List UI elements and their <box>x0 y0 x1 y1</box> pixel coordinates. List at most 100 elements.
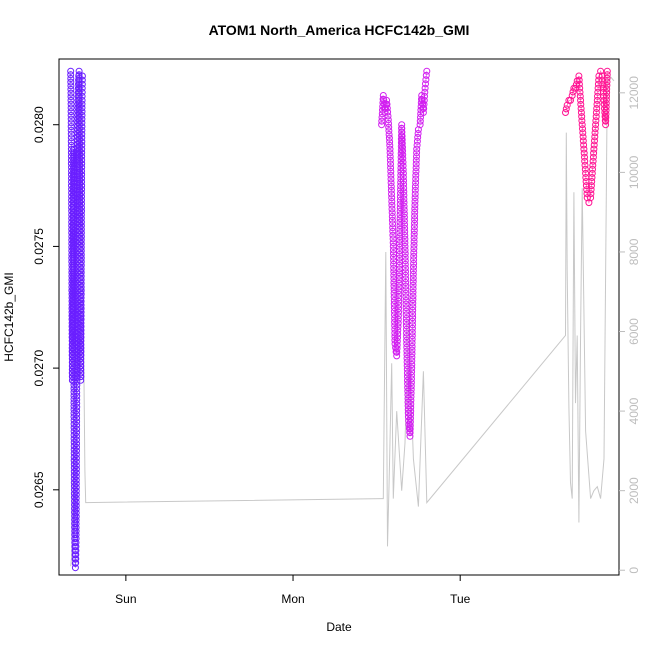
data-point <box>423 67 431 75</box>
data-point <box>67 85 75 93</box>
data-point <box>603 67 611 75</box>
data-point <box>401 228 409 236</box>
data-point <box>78 72 86 80</box>
data-point <box>72 498 80 506</box>
data-point <box>384 112 392 120</box>
data-point <box>72 505 80 513</box>
data-point <box>387 164 395 172</box>
data-point <box>388 213 396 220</box>
data-point <box>72 531 80 539</box>
data-point <box>401 260 409 268</box>
x-tick-label: Sun <box>115 592 136 606</box>
data-point <box>578 117 586 125</box>
data-point <box>400 195 408 203</box>
data-point <box>394 326 402 334</box>
data-point <box>72 487 80 495</box>
data-point <box>589 153 597 161</box>
data-point <box>72 509 80 517</box>
data-point <box>582 182 590 190</box>
data-point <box>581 161 589 169</box>
data-point <box>577 105 585 112</box>
data-point <box>75 71 83 79</box>
data-point <box>408 357 416 365</box>
data-point <box>413 149 421 157</box>
data-point <box>72 469 80 477</box>
data-point <box>407 393 415 401</box>
data-point <box>407 400 415 408</box>
data-point <box>409 296 417 304</box>
data-point <box>77 301 85 309</box>
data-point <box>77 258 85 266</box>
data-point <box>411 201 419 209</box>
data-point <box>77 344 85 352</box>
data-point <box>67 71 75 79</box>
data-point <box>401 242 409 250</box>
data-point <box>389 224 397 232</box>
data-point <box>77 348 85 356</box>
data-point <box>411 197 419 205</box>
data-point <box>78 84 86 92</box>
data-point <box>386 156 394 164</box>
data-point <box>77 218 85 226</box>
data-point <box>411 216 419 224</box>
data-point <box>595 76 603 84</box>
data-point <box>594 84 602 92</box>
data-point <box>67 82 75 90</box>
data-point <box>77 276 85 284</box>
data-point <box>593 105 601 112</box>
data-point <box>395 297 403 305</box>
data-point <box>400 199 408 207</box>
data-point <box>411 190 419 198</box>
data-point <box>603 71 611 79</box>
data-point <box>398 139 406 147</box>
data-point <box>603 81 611 89</box>
data-point <box>406 432 414 440</box>
chart-title: ATOM1 North_America HCFC142b_GMI <box>209 22 470 38</box>
data-point <box>77 240 85 248</box>
data-point <box>408 364 416 372</box>
data-point <box>590 145 598 153</box>
data-point <box>576 84 584 92</box>
data-point <box>78 167 86 175</box>
data-point <box>73 447 80 455</box>
data-point <box>577 100 585 108</box>
data-point <box>77 351 85 359</box>
data-point <box>67 138 75 146</box>
data-point <box>602 117 610 125</box>
data-point <box>404 380 412 388</box>
data-point <box>396 200 404 208</box>
data-point <box>591 129 599 137</box>
data-point <box>72 476 80 484</box>
data-point <box>603 85 611 93</box>
data-point <box>406 418 414 426</box>
data-point <box>590 141 598 149</box>
data-point <box>572 84 579 92</box>
data-point <box>407 414 414 422</box>
data-point <box>399 169 407 177</box>
data-point <box>402 286 410 294</box>
data-point <box>414 130 422 137</box>
y2-tick-label: 4000 <box>627 397 641 424</box>
data-point <box>77 261 85 269</box>
data-point <box>563 101 571 109</box>
data-point <box>420 105 428 112</box>
data-point <box>67 104 75 112</box>
data-point <box>73 378 81 385</box>
data-point <box>603 89 611 97</box>
data-point <box>401 239 409 247</box>
data-point <box>72 513 80 521</box>
data-point <box>389 235 397 243</box>
data-point <box>77 305 85 313</box>
data-point <box>592 109 600 116</box>
data-point <box>603 78 611 86</box>
data-point <box>599 76 607 84</box>
data-point <box>588 174 596 181</box>
y-tick-label: 0.0275 <box>32 228 46 265</box>
data-point <box>378 117 386 125</box>
data-point <box>412 175 420 183</box>
data-point <box>386 153 394 160</box>
data-point <box>421 88 429 96</box>
data-point <box>388 194 396 202</box>
data-point <box>395 272 403 280</box>
data-point <box>67 130 75 138</box>
